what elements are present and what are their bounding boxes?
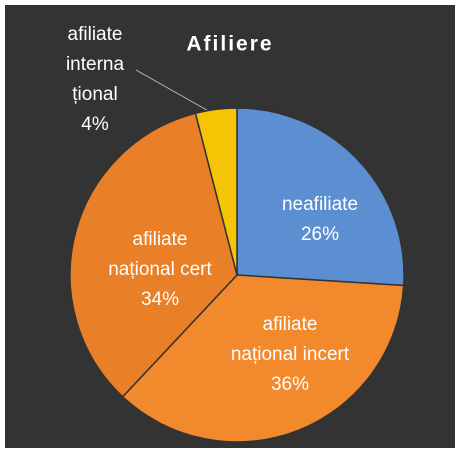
pie-slice: [236, 107, 405, 287]
value-label: 34%: [141, 289, 179, 310]
slice-label: afiliate: [133, 229, 188, 250]
pie-slice: [69, 112, 238, 398]
slice-label: național cert: [108, 259, 212, 280]
leader-line: [135, 69, 213, 114]
slice-label: național incert: [231, 344, 350, 365]
value-label: 4%: [81, 114, 109, 135]
value-label: 36%: [271, 374, 309, 395]
value-label: 26%: [301, 224, 339, 245]
slice-label: afiliate: [263, 314, 318, 335]
slice-label: neafiliate: [282, 194, 358, 215]
chart-title: Afiliere: [186, 33, 273, 56]
slice-label: interna: [66, 54, 125, 75]
slice-label: țional: [72, 84, 117, 105]
pie-slice: [194, 107, 238, 276]
pie-slice: [121, 274, 405, 443]
slice-label: afiliate: [68, 24, 123, 45]
